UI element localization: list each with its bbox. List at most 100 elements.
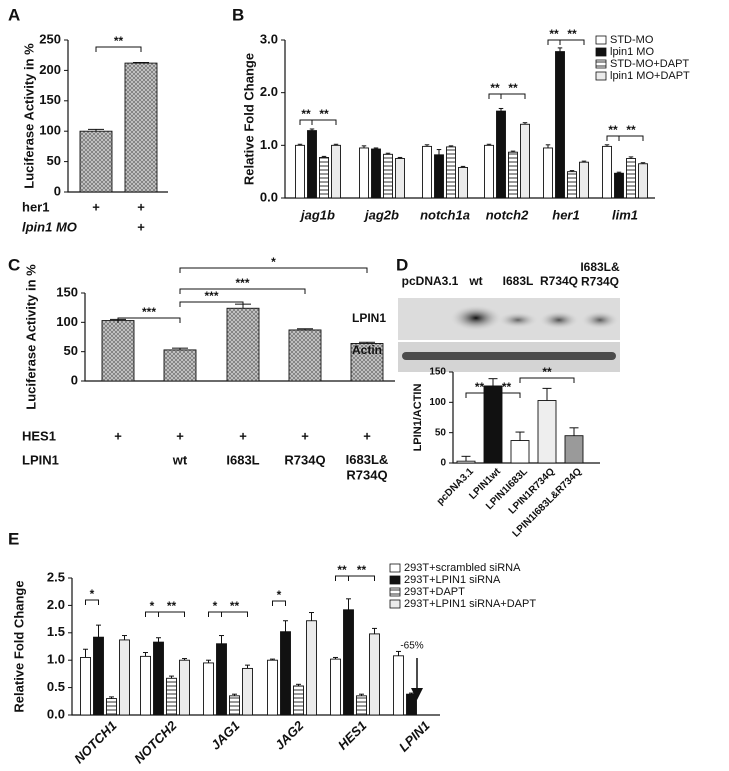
x-tick-label: her1 (552, 207, 579, 222)
condition-mark: + (176, 428, 184, 443)
bar (369, 633, 380, 716)
bar (330, 658, 341, 716)
bar (484, 144, 494, 199)
x-tick-label: JAG1 (208, 718, 243, 753)
panel-letter: C (8, 255, 20, 274)
significance-bracket (492, 392, 521, 398)
bar (543, 147, 553, 199)
bar (496, 110, 506, 199)
y-tick-label: 50 (64, 343, 78, 358)
y-axis-label: Luciferase Activity in % (23, 264, 38, 410)
condition-mark: I683L (226, 452, 259, 467)
legend-swatch (595, 35, 607, 45)
error-bar (346, 598, 351, 610)
condition-label: LPIN1 (22, 452, 59, 467)
error-bar (581, 160, 587, 163)
error-bar (109, 696, 114, 699)
bar (288, 329, 322, 382)
error-bar (557, 47, 563, 52)
error-bar (359, 693, 364, 696)
condition-mark: + (137, 219, 145, 234)
bar (80, 657, 91, 716)
error-bar (498, 107, 504, 112)
error-bar (640, 162, 646, 164)
condition-mark: wt (172, 452, 188, 467)
legend-swatch (389, 599, 401, 609)
significance-label: *** (142, 305, 156, 319)
bar (124, 62, 158, 193)
error-bar (359, 341, 375, 344)
error-bar (283, 620, 288, 632)
error-bar (88, 128, 104, 132)
bar (267, 659, 278, 716)
y-tick-label: 0 (440, 458, 446, 469)
x-tick-label: lim1 (612, 207, 638, 222)
significance-label: ** (608, 123, 618, 137)
y-tick-label: 200 (39, 62, 61, 77)
bar (456, 460, 476, 464)
legend-label: STD-MO+DAPT (610, 58, 689, 70)
error-bar (373, 147, 379, 150)
bar (555, 51, 565, 199)
x-tick-label: notch1a (420, 207, 470, 222)
error-bar (604, 144, 610, 147)
x-tick-label: LPIN1 (396, 718, 433, 755)
significance-label: ** (357, 563, 367, 577)
significance-label: * (271, 255, 276, 269)
error-bar (569, 427, 579, 436)
error-bar (169, 675, 174, 679)
error-bar (83, 648, 88, 658)
y-tick-label: 0.5 (47, 679, 65, 694)
x-tick-label: jag2b (363, 207, 399, 222)
error-bar (143, 652, 148, 657)
significance-label: ** (567, 27, 577, 41)
condition-mark: + (137, 199, 145, 214)
error-bar (309, 612, 314, 621)
y-tick-label: 1.5 (47, 624, 65, 639)
error-bar (522, 122, 528, 125)
x-tick-label: HES1 (335, 718, 370, 753)
condition-label: lpin1 MO (22, 219, 77, 234)
bar (229, 695, 240, 716)
legend-label: 293T+scrambled siRNA (404, 562, 521, 574)
bar (638, 163, 648, 199)
y-tick-label: 0.0 (47, 706, 65, 721)
bar (140, 655, 151, 716)
significance-bracket (95, 46, 142, 52)
error-bar (333, 143, 339, 146)
significance-bracket (179, 288, 306, 294)
condition-label: her1 (22, 199, 49, 214)
bar (226, 307, 260, 382)
error-bar (182, 658, 187, 661)
bar (166, 677, 177, 716)
y-tick-label: 2.0 (260, 84, 278, 99)
error-bar (296, 683, 301, 686)
bar (508, 151, 518, 199)
legend-label: 293T+DAPT (404, 586, 465, 598)
y-tick-label: 100 (429, 397, 446, 408)
error-bar (270, 658, 275, 661)
significance-label: ** (167, 599, 177, 613)
bar (614, 172, 624, 199)
significance-label: ** (549, 27, 559, 41)
bar (520, 123, 530, 199)
error-bar (510, 150, 516, 153)
significance-bracket (519, 377, 575, 383)
bar (434, 154, 444, 199)
y-axis-label: Luciferase Activity in % (21, 43, 36, 189)
significance-bracket (179, 301, 244, 307)
significance-bracket (348, 575, 375, 581)
bar (203, 662, 214, 716)
significance-label: ** (114, 34, 124, 48)
bar (319, 156, 329, 199)
legend-label: 293T+LPIN1 siRNA+DAPT (404, 598, 536, 610)
y-axis-label: LPIN1/ACTIN (412, 384, 424, 452)
bar (350, 343, 384, 382)
error-bar (156, 637, 161, 643)
significance-bracket (559, 39, 585, 45)
y-tick-label: 2.0 (47, 597, 65, 612)
condition-mark: + (363, 428, 371, 443)
significance-label: ** (502, 380, 512, 394)
error-bar (297, 328, 313, 330)
legend-label: lpin1 MO+DAPT (610, 70, 690, 82)
